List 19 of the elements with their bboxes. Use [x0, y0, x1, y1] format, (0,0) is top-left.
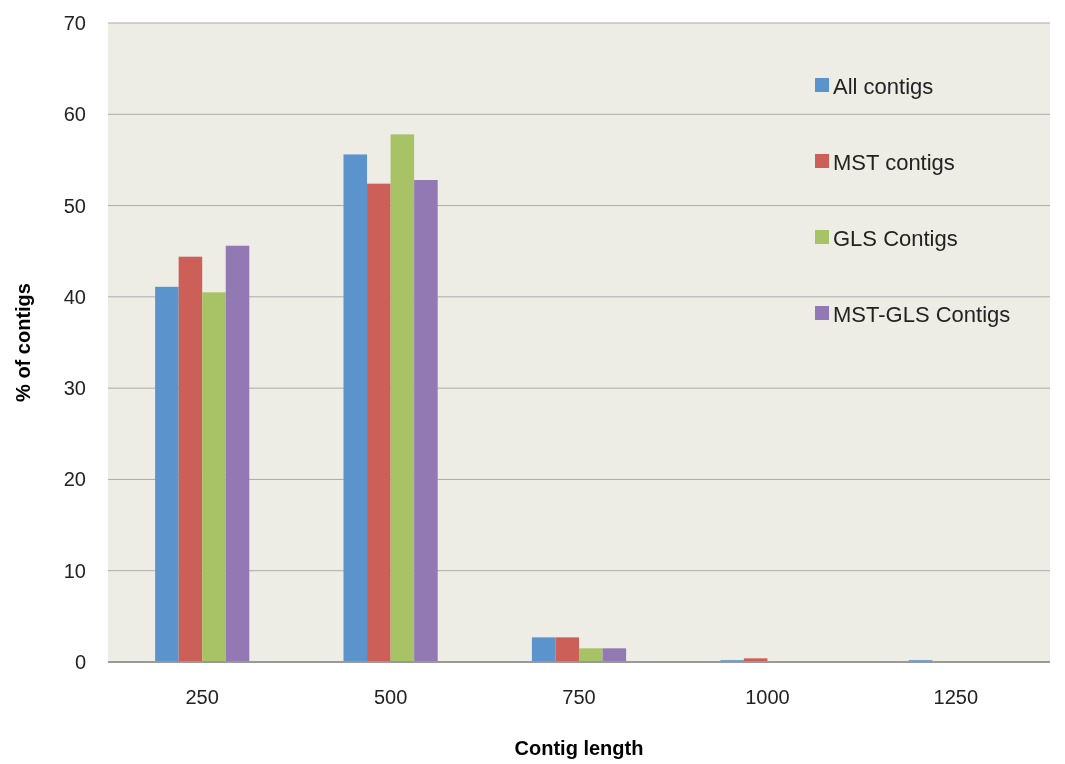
y-tick-label: 10 — [63, 559, 86, 582]
y-tick-label: 70 — [63, 12, 86, 34]
x-axis-title: Contig length — [514, 737, 644, 759]
x-tick-label: 500 — [373, 686, 408, 708]
x-tick-label: 1250 — [933, 686, 979, 708]
y-tick-label: 50 — [63, 194, 86, 217]
y-tick-label: 30 — [63, 377, 86, 400]
y-tick-label: 60 — [63, 103, 86, 126]
y-tick-label: 0 — [74, 651, 86, 673]
y-tick-label: 20 — [63, 468, 86, 491]
x-tick-label: 750 — [562, 686, 596, 708]
legend-label: MST contigs — [833, 149, 955, 175]
x-tick-label: 1000 — [745, 686, 790, 708]
legend-label: All contigs — [833, 73, 934, 99]
y-tick-label: 40 — [63, 285, 86, 308]
legend-label: GLS Contigs — [833, 225, 958, 251]
x-tick-label: 250 — [185, 686, 219, 708]
legend-label: MST-GLS Contigs — [833, 301, 1011, 327]
y-axis-title: % of contigs — [12, 283, 34, 402]
